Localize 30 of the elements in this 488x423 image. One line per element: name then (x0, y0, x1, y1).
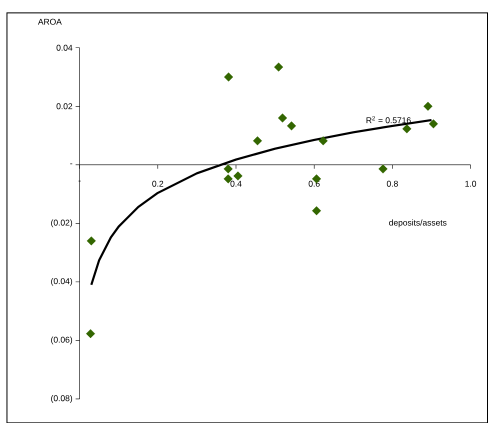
point (86, 328, 96, 338)
point (286, 121, 296, 130)
annotation: R$^{2}$ = 0.5716 (366, 116, 411, 124)
point (274, 62, 284, 72)
y-tick-label: (0.06) (51, 336, 72, 344)
y-tick-label: - (70, 163, 72, 164)
point (318, 136, 328, 146)
point (428, 119, 438, 128)
x-tick-label: 1.0 (465, 180, 476, 187)
y-axis-title: AROA (38, 18, 62, 25)
y-tick-label: 0.04 (56, 44, 72, 51)
point (86, 236, 96, 246)
y-tick-label: 0.02 (56, 103, 72, 110)
x-tick-label: 0.8 (386, 180, 398, 187)
point (224, 72, 234, 82)
point (402, 124, 412, 134)
x-axis-title: deposits/assets (389, 219, 447, 228)
point (278, 113, 288, 122)
x-tick-label: - (78, 180, 81, 182)
y-tick-label: (0.04) (51, 278, 72, 286)
y-tick-label: (0.02) (51, 219, 72, 228)
x-tick-label: 0.4 (230, 180, 242, 187)
point (312, 206, 322, 216)
point (252, 136, 262, 146)
x-tick-label: 0.2 (152, 180, 164, 187)
point (423, 102, 433, 111)
point (224, 164, 233, 174)
point (378, 164, 388, 174)
y-tick-label: (0.08) (51, 394, 72, 403)
point (233, 171, 242, 180)
